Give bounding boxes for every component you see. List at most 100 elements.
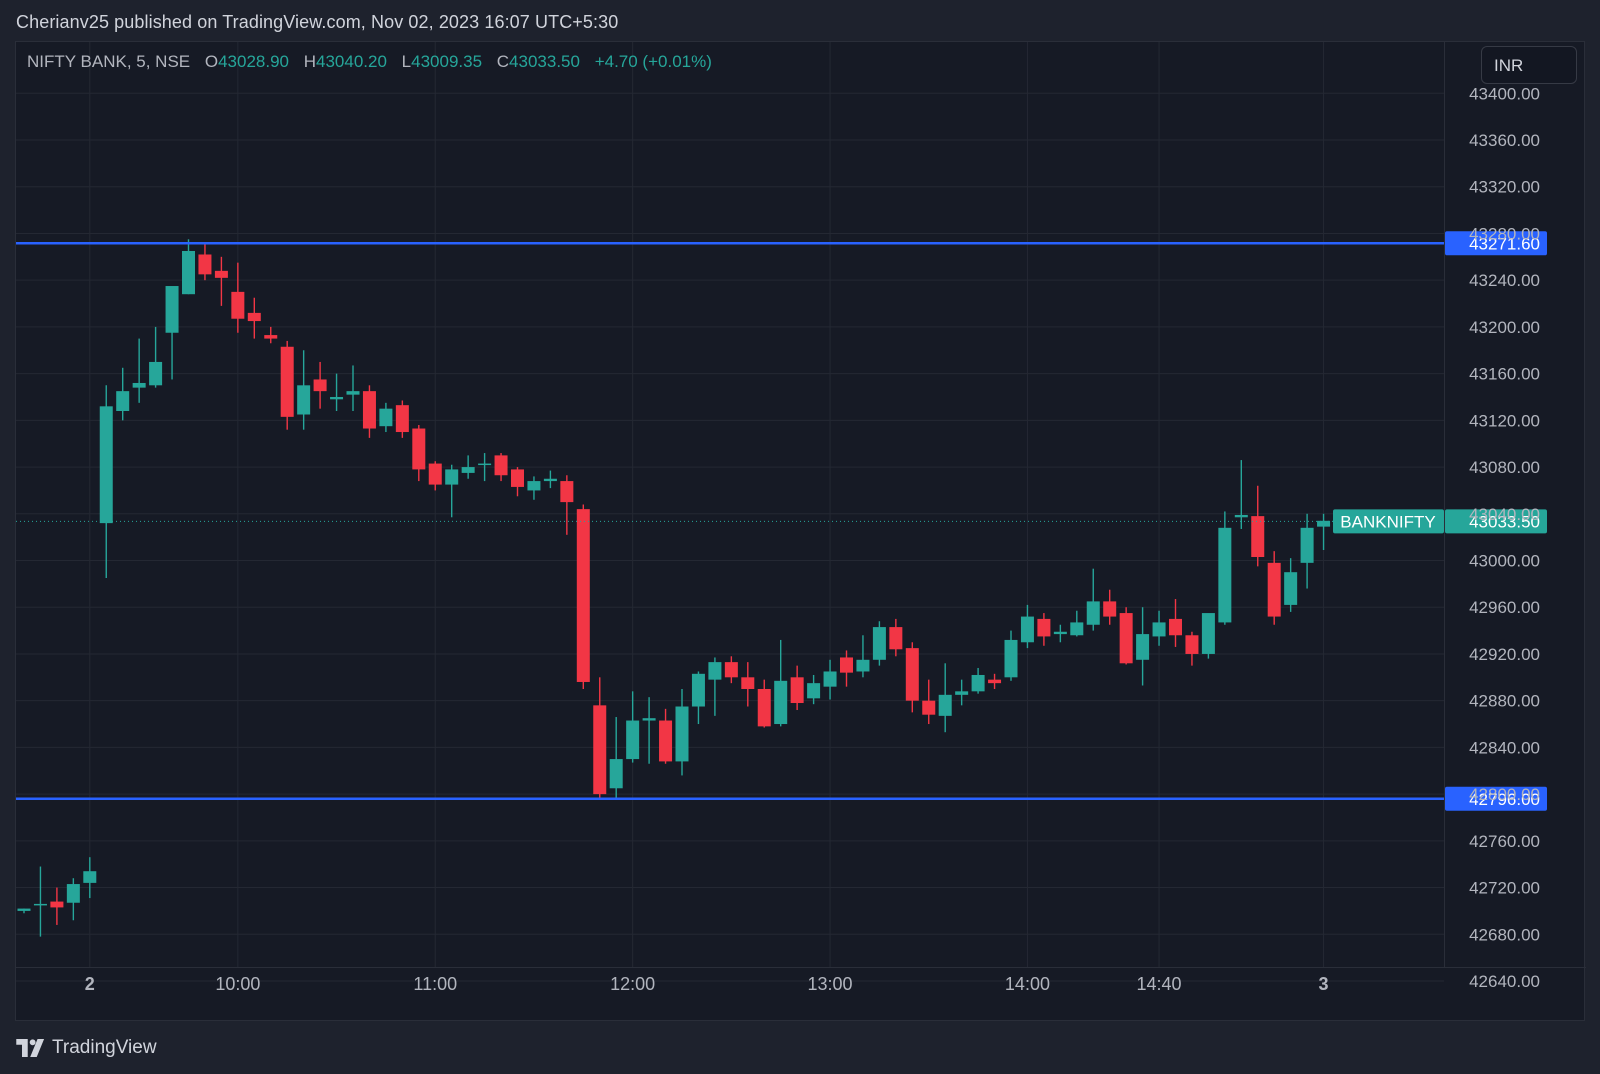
candle[interactable]	[807, 674, 821, 705]
candle[interactable]	[1136, 607, 1150, 686]
candle-body	[1185, 635, 1199, 654]
y-tick-label: 43000.00	[1469, 552, 1540, 571]
candle[interactable]	[823, 659, 837, 700]
candle[interactable]	[149, 326, 163, 388]
candle[interactable]	[527, 476, 541, 500]
candle[interactable]	[1317, 513, 1331, 550]
chart-panel[interactable]: 43271.60 42796.00 BANKNIFTY 43033.50 42640.…	[15, 41, 1586, 1022]
candle[interactable]	[83, 857, 97, 899]
candle[interactable]	[1284, 558, 1298, 612]
candle[interactable]	[395, 400, 409, 438]
candle[interactable]	[330, 373, 344, 412]
candle[interactable]	[33, 866, 47, 937]
candle[interactable]	[560, 475, 574, 535]
candle[interactable]	[971, 667, 985, 694]
candle[interactable]	[66, 878, 80, 921]
candle[interactable]	[182, 239, 195, 295]
candle[interactable]	[1086, 568, 1100, 631]
candle[interactable]	[412, 425, 426, 482]
candle[interactable]	[609, 717, 623, 798]
candle[interactable]	[1185, 631, 1199, 666]
footer-brand[interactable]: TradingView	[16, 1036, 157, 1060]
candle[interactable]	[741, 662, 755, 707]
candle-body	[790, 677, 804, 704]
candle[interactable]	[461, 455, 475, 479]
candle[interactable]	[116, 367, 130, 421]
candle-body	[379, 408, 393, 427]
candle[interactable]	[1119, 607, 1133, 665]
candle[interactable]	[428, 461, 442, 491]
candle[interactable]	[247, 297, 261, 339]
candle[interactable]	[379, 402, 393, 433]
candle[interactable]	[132, 338, 146, 403]
candle[interactable]	[840, 650, 853, 687]
candle[interactable]	[708, 657, 722, 716]
candle[interactable]	[691, 671, 705, 725]
candle[interactable]	[1152, 610, 1166, 646]
candle-body	[1300, 527, 1314, 563]
candle[interactable]	[346, 365, 360, 412]
candle[interactable]	[198, 242, 212, 281]
candle[interactable]	[1234, 460, 1248, 529]
candle[interactable]	[955, 679, 969, 706]
candle[interactable]	[988, 673, 1002, 689]
candle[interactable]	[1251, 485, 1265, 567]
candle[interactable]	[280, 340, 294, 430]
candle-body	[527, 481, 541, 491]
candle[interactable]	[1037, 613, 1051, 646]
candle-body	[1086, 601, 1100, 625]
candle[interactable]	[790, 665, 804, 711]
candle[interactable]	[362, 385, 376, 438]
candle[interactable]	[642, 697, 656, 764]
candle[interactable]	[264, 326, 278, 344]
candle[interactable]	[905, 642, 919, 713]
candle-body	[198, 254, 212, 275]
candle[interactable]	[1070, 610, 1084, 637]
candle-body	[461, 467, 475, 473]
candle[interactable]	[50, 887, 64, 925]
candle[interactable]	[231, 262, 245, 333]
candle[interactable]	[724, 656, 738, 684]
candlestick-chart[interactable]: 43271.60 42796.00 BANKNIFTY 43033.50 42640.…	[16, 42, 1586, 1022]
candle[interactable]	[1004, 630, 1018, 681]
candle-body	[1020, 616, 1034, 643]
candle[interactable]	[1267, 551, 1281, 625]
candle[interactable]	[1201, 613, 1215, 659]
candle[interactable]	[757, 679, 771, 728]
candle[interactable]	[576, 504, 590, 689]
candle[interactable]	[99, 385, 113, 579]
candle-body	[576, 509, 590, 682]
candle[interactable]	[1020, 604, 1034, 649]
y-tick-label: 42720.00	[1469, 879, 1540, 898]
candle[interactable]	[889, 618, 903, 657]
candle[interactable]	[313, 361, 327, 409]
horizontal-level-label: 42796.00	[1469, 790, 1540, 809]
currency-button[interactable]: INR	[1481, 46, 1577, 84]
candle[interactable]	[626, 691, 640, 763]
candle[interactable]	[938, 663, 952, 733]
candle[interactable]	[543, 470, 557, 489]
candle[interactable]	[675, 688, 689, 776]
candle[interactable]	[1103, 589, 1117, 625]
candle[interactable]	[856, 635, 870, 678]
candle[interactable]	[659, 708, 673, 764]
candle[interactable]	[494, 453, 508, 482]
y-tick-label: 42640.00	[1469, 972, 1540, 991]
candle[interactable]	[1169, 599, 1182, 647]
candle[interactable]	[872, 621, 886, 666]
candle[interactable]	[17, 908, 31, 914]
candle[interactable]	[165, 286, 179, 380]
candle[interactable]	[593, 677, 607, 800]
candle[interactable]	[1218, 511, 1232, 625]
candle[interactable]	[1053, 624, 1067, 643]
candle[interactable]	[511, 467, 524, 497]
candle[interactable]	[1300, 513, 1314, 589]
candle[interactable]	[922, 679, 936, 725]
symbol-label[interactable]: NIFTY BANK, 5, NSE	[27, 52, 191, 71]
candle[interactable]	[774, 639, 788, 727]
candle[interactable]	[478, 453, 492, 482]
candle[interactable]	[214, 256, 228, 306]
candle[interactable]	[445, 464, 459, 518]
candle[interactable]	[297, 350, 311, 430]
candle-body	[445, 469, 459, 485]
